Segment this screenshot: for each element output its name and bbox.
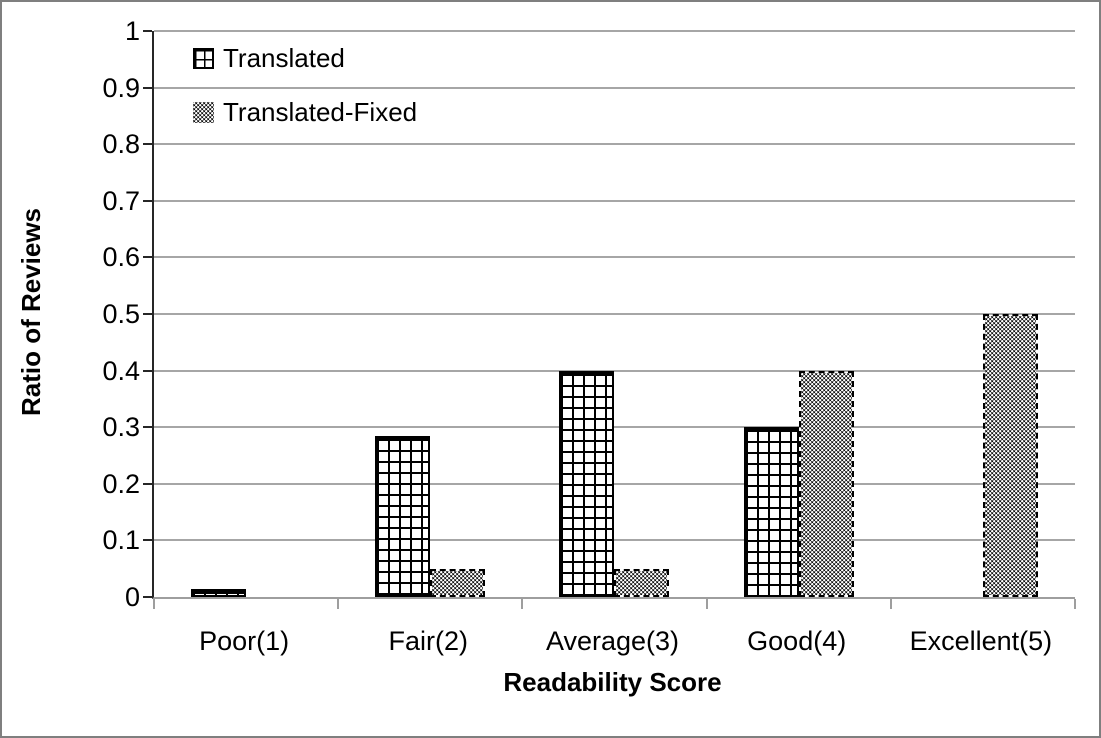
y-tick-mark — [143, 482, 152, 485]
x-tick-mark — [705, 599, 708, 609]
y-tick-mark — [143, 30, 152, 32]
bar-translated-fair(2) — [375, 435, 431, 597]
x-category-label: Fair(2) — [388, 626, 469, 656]
legend-item-translated-fixed: Translated-Fixed — [193, 97, 417, 127]
legend: Translated Translated-Fixed — [193, 43, 417, 151]
x-tick-mark — [1074, 599, 1076, 609]
x-tick-mark — [337, 599, 340, 609]
x-tick-mark — [889, 599, 892, 609]
gridline — [154, 426, 1075, 429]
x-axis-title: Readability Score — [503, 667, 722, 697]
dots-pattern-swatch-icon — [193, 101, 214, 123]
bar-translated-fixed-fair(2) — [430, 568, 486, 597]
legend-label: Translated-Fixed — [223, 96, 418, 127]
legend-label: Translated — [223, 42, 345, 73]
y-tick-mark — [143, 426, 152, 429]
x-category-label: Good(4) — [747, 626, 847, 656]
y-tick-label: 0.6 — [102, 242, 140, 273]
category-group — [338, 31, 522, 597]
y-tick-mark — [143, 313, 152, 315]
category-group — [522, 31, 706, 597]
y-tick-mark — [143, 596, 152, 598]
plot-area — [143, 30, 1076, 609]
bar-translated-fixed-excellent(5) — [982, 314, 1038, 597]
y-tick-label: 0.9 — [102, 72, 140, 103]
x-tick-mark — [153, 599, 155, 609]
y-tick-label: 0.2 — [102, 468, 140, 499]
y-tick-label: 0.4 — [102, 355, 140, 386]
gridline — [154, 313, 1075, 315]
gridline — [154, 539, 1075, 542]
gridline — [154, 86, 1075, 89]
category-group — [891, 31, 1075, 597]
bar-translated-fixed-average(3) — [614, 568, 670, 597]
x-tick-mark — [521, 599, 524, 609]
bar-translated-good(4) — [743, 427, 799, 597]
category-group — [707, 31, 891, 597]
x-category-label: Average(3) — [545, 626, 680, 656]
y-tick-label: 1 — [124, 16, 140, 46]
x-category-label: Excellent(5) — [909, 626, 1053, 656]
grid-pattern-swatch-icon — [193, 47, 214, 69]
gridline — [154, 369, 1075, 372]
y-tick-label: 0.8 — [102, 129, 140, 160]
y-tick-mark — [143, 369, 152, 372]
legend-item-translated: Translated — [193, 43, 417, 73]
x-category-label: Poor(1) — [199, 626, 290, 656]
bar-translated-poor(1) — [191, 588, 247, 597]
category-group — [154, 31, 338, 597]
y-tick-label: 0 — [124, 582, 140, 612]
y-tick-mark — [143, 256, 152, 259]
y-tick-mark — [143, 86, 152, 89]
y-tick-label: 0.3 — [102, 412, 140, 443]
y-tick-label: 0.5 — [102, 299, 140, 329]
y-tick-mark — [143, 143, 152, 146]
gridline — [154, 143, 1075, 146]
gridline — [154, 256, 1075, 259]
gridline — [154, 199, 1075, 202]
y-tick-label: 0.7 — [102, 185, 140, 216]
bar-translated-average(3) — [559, 370, 615, 597]
bar-translated-fixed-good(4) — [798, 370, 854, 597]
y-tick-mark — [143, 539, 152, 542]
y-tick-label: 0.1 — [102, 525, 140, 556]
gridline — [154, 30, 1075, 32]
gridline — [154, 482, 1075, 485]
y-tick-mark — [143, 199, 152, 202]
